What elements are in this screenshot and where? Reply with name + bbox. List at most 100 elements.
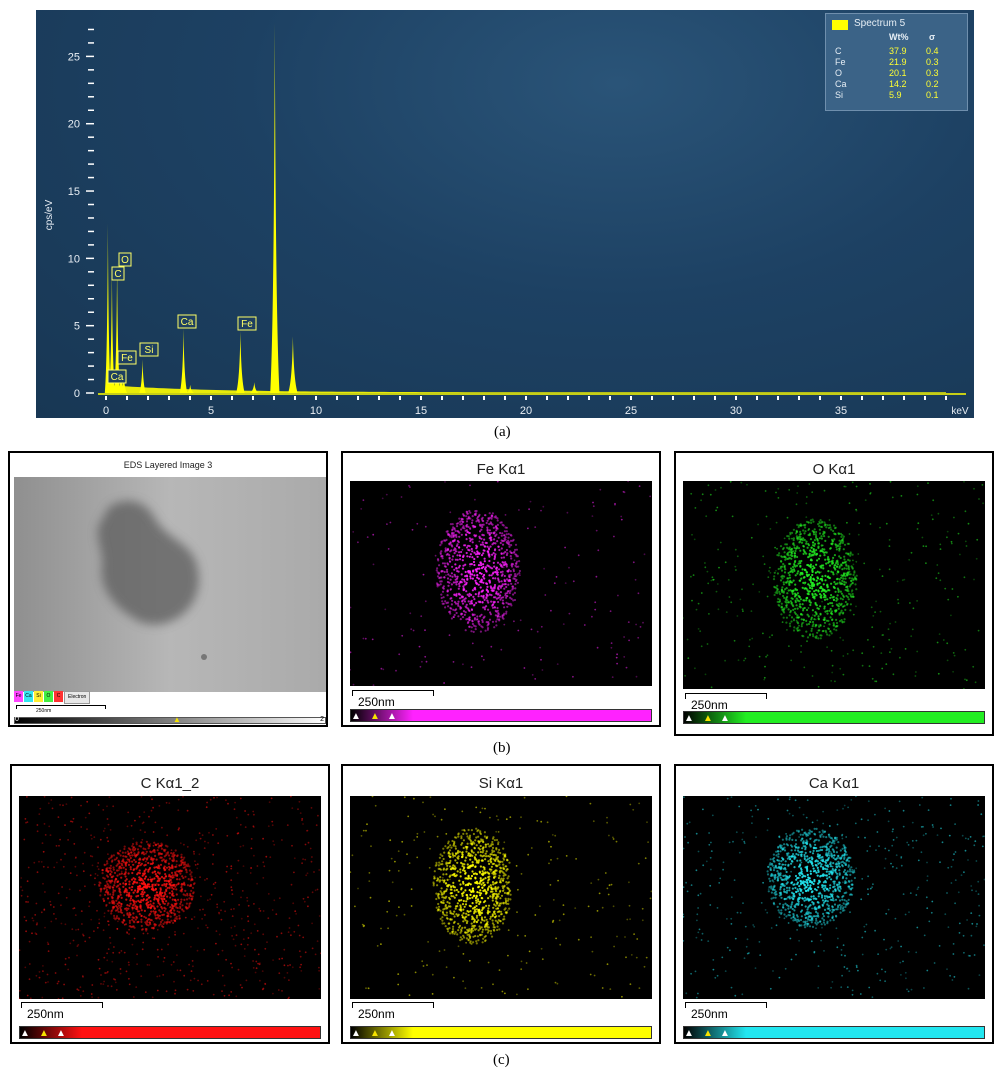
si-map-dots <box>350 796 652 998</box>
legend-wt: 20.1 <box>889 68 907 78</box>
legend-element: O <box>835 68 843 78</box>
c-color-bar: ▲ ▲ ▲ <box>19 1026 321 1039</box>
legend-row: Ca 14.2 0.2 <box>826 79 967 90</box>
color-bar-marker-max: ▲ <box>387 1028 397 1039</box>
o-map-panel: O Kα1 250nm ▲ ▲ ▲ <box>674 451 994 736</box>
x-tick-label: 0 <box>103 405 109 417</box>
y-axis-label: cps/eV <box>44 199 55 230</box>
fe-color-bar: ▲ ▲ ▲ <box>350 709 652 722</box>
peak-label-text: Ca <box>181 317 194 328</box>
color-bar-marker-min: ▲ <box>20 1028 30 1039</box>
chip-c: C <box>54 691 63 702</box>
gray-level-bar: 0 ▲ 2 <box>14 715 326 724</box>
o-scale-label: 250nm <box>691 698 728 712</box>
legend-col-sigma: σ <box>929 32 936 42</box>
spectrum-peak <box>139 359 146 393</box>
figure-label-a: (a) <box>494 424 511 440</box>
layered-scale-label: 250nm <box>36 708 52 714</box>
chip-o: O <box>44 691 53 702</box>
ca-map-title: Ca Kα1 <box>808 775 860 792</box>
color-bar-marker-min: ▲ <box>684 1028 694 1039</box>
legend-wt: 14.2 <box>889 79 907 89</box>
color-bar-marker-max: ▲ <box>387 711 397 722</box>
fe-map-dots <box>350 481 651 686</box>
legend-row: O 20.1 0.3 <box>826 68 967 79</box>
peak-label-text: Ca <box>111 372 124 383</box>
fe-scale-label: 250nm <box>358 695 395 709</box>
color-bar-marker-max: ▲ <box>720 1028 730 1039</box>
color-bar-marker-mid: ▲ <box>703 713 713 724</box>
spectrum-peak <box>114 261 121 393</box>
legend-wt: 21.9 <box>889 57 907 67</box>
color-bar-marker-max: ▲ <box>56 1028 66 1039</box>
fe-map-title: Fe Kα1 <box>476 461 526 478</box>
speck <box>201 654 207 660</box>
ca-scale-label: 250nm <box>691 1007 728 1021</box>
c-map-panel: C Kα1_2 250nm ▲ ▲ ▲ <box>10 764 330 1044</box>
si-scale-label: 250nm <box>358 1007 395 1021</box>
o-map-title: O Kα1 <box>812 461 856 478</box>
ca-color-bar: ▲ ▲ ▲ <box>683 1026 985 1039</box>
gray-bar-min: 0 <box>15 716 19 723</box>
spectrum-peak <box>249 382 259 393</box>
c-elemental-map <box>19 796 321 999</box>
electron-image <box>14 477 326 692</box>
legend-row: Si 5.9 0.1 <box>826 90 967 101</box>
x-tick-label: 15 <box>415 405 427 417</box>
peak-label: O <box>118 252 132 267</box>
color-bar-marker-mid: ▲ <box>39 1028 49 1039</box>
y-tick-label: 0 <box>74 388 80 400</box>
legend-series-name: Spectrum 5 <box>854 18 906 29</box>
peak-label-box <box>177 314 197 329</box>
legend-swatch <box>832 20 848 30</box>
color-bar-marker-min: ▲ <box>351 711 361 722</box>
chip-ca: Ca <box>24 691 33 702</box>
peak-label-box <box>139 342 159 357</box>
spectrum-peak <box>288 336 298 393</box>
y-tick-label: 5 <box>74 321 80 333</box>
x-tick-label: 10 <box>310 405 322 417</box>
peak-label-box <box>107 369 127 384</box>
legend-col-wt: Wt% <box>889 32 909 42</box>
legend-row: C 37.9 0.4 <box>826 46 967 57</box>
spectrum-peak <box>179 328 188 393</box>
y-tick-label: 20 <box>68 119 80 131</box>
legend-wt: 37.9 <box>889 46 907 56</box>
color-bar-marker-mid: ▲ <box>370 711 380 722</box>
peak-label: Ca <box>107 369 127 384</box>
peak-label-box <box>237 316 257 331</box>
spectrum-peak <box>104 223 111 393</box>
c-map-dots <box>19 796 321 999</box>
legend-element: Si <box>835 90 844 100</box>
o-elemental-map <box>683 481 985 689</box>
chip-si: Si <box>34 691 43 702</box>
peak-label: Ca <box>177 314 197 329</box>
peak-label-box <box>118 252 132 267</box>
c-scale-label: 250nm <box>27 1007 64 1021</box>
layered-image-title: EDS Layered Image 3 <box>123 460 213 470</box>
o-color-bar: ▲ ▲ ▲ <box>683 711 985 724</box>
color-bar-marker-max: ▲ <box>720 713 730 724</box>
ca-map-panel: Ca Kα1 250nm ▲ ▲ ▲ <box>674 764 994 1044</box>
peak-label-text: Si <box>145 345 154 356</box>
x-tick-label: 30 <box>730 405 742 417</box>
color-bar-marker-min: ▲ <box>351 1028 361 1039</box>
figure-label-b: (b) <box>493 740 511 756</box>
chip-fe: Fe <box>14 691 23 702</box>
x-tick-label: 25 <box>625 405 637 417</box>
color-bar-marker-min: ▲ <box>684 713 694 724</box>
peak-label-text: Fe <box>241 319 253 330</box>
o-map-dots <box>683 481 984 689</box>
legend-wt: 5.9 <box>889 90 902 100</box>
legend-row: Fe 21.9 0.3 <box>826 57 967 68</box>
legend-sigma: 0.2 <box>926 79 939 89</box>
x-axis-label: keV <box>951 406 969 417</box>
y-tick-label: 25 <box>68 51 80 63</box>
peak-label-text: Fe <box>121 353 133 364</box>
fe-map-panel: Fe Kα1 250nm ▲ ▲ ▲ <box>341 451 661 727</box>
gray-bar-max: 2 <box>320 716 324 723</box>
spectrum-peak <box>270 22 280 393</box>
eds-spectrum-chart: 0 5 10 15 20 25 0 5 10 15 20 25 30 35 keV cps/eV O C Fe Ca S… <box>36 10 974 418</box>
spectrum-peak <box>108 269 115 393</box>
si-color-bar: ▲ ▲ ▲ <box>350 1026 652 1039</box>
